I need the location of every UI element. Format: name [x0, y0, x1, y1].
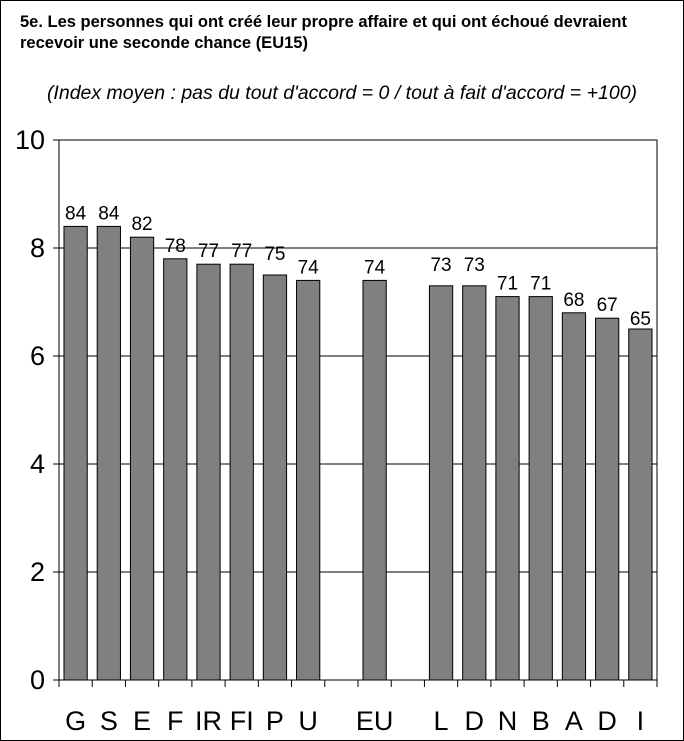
- bar: [561, 312, 587, 681]
- bar: [495, 296, 520, 681]
- x-tick-label: B: [532, 706, 550, 736]
- bar: [595, 317, 620, 681]
- bar: [528, 296, 553, 681]
- data-label: 84: [98, 203, 120, 224]
- bar: [462, 285, 487, 681]
- data-label: 71: [497, 274, 518, 295]
- x-tick-label: S: [100, 706, 118, 736]
- data-label: 73: [464, 255, 485, 276]
- chart-subtitle: (Index moyen : pas du tout d'accord = 0 …: [46, 82, 638, 104]
- y-tick-label: 2: [30, 557, 45, 587]
- bar: [628, 328, 653, 681]
- bar: [362, 279, 387, 681]
- data-label: 65: [630, 309, 651, 330]
- y-tick-label: 0: [30, 665, 45, 695]
- bar: [163, 258, 188, 681]
- x-tick-label: IR: [195, 706, 222, 736]
- x-tick-label: E: [133, 706, 151, 736]
- data-label: 75: [264, 244, 285, 265]
- x-tick-label: G: [65, 706, 86, 736]
- bar: [96, 225, 121, 681]
- x-tick-label: EU: [356, 706, 394, 736]
- bar: [428, 285, 454, 681]
- data-label: 77: [198, 241, 219, 262]
- data-label: 67: [597, 295, 618, 316]
- x-tick-label: A: [565, 706, 583, 736]
- bar: [229, 263, 254, 681]
- x-tick-label: D: [597, 706, 617, 736]
- y-tick-label: 8: [30, 233, 45, 263]
- data-label: 78: [165, 236, 186, 257]
- x-tick-label: F: [167, 706, 184, 736]
- y-tick-label: 4: [30, 449, 45, 479]
- data-label: 74: [364, 257, 386, 278]
- bar: [129, 236, 155, 681]
- bar: [262, 274, 288, 681]
- x-tick-label: I: [637, 706, 645, 736]
- data-label: 71: [530, 274, 551, 295]
- chart-title: 5e. Les personnes qui ont créé leur prop…: [20, 13, 627, 52]
- data-label: 74: [298, 257, 320, 278]
- x-tick-label: FI: [230, 706, 254, 736]
- x-tick-label: U: [298, 706, 318, 736]
- bar: [63, 225, 88, 681]
- data-label: 73: [430, 255, 451, 276]
- y-tick-label: 6: [30, 341, 45, 371]
- x-tick-label: P: [266, 706, 284, 736]
- bar: [196, 263, 221, 681]
- x-tick-label: N: [498, 706, 518, 736]
- x-tick-label: D: [465, 706, 485, 736]
- y-tick-label: 10: [15, 125, 45, 155]
- data-label: 77: [231, 241, 252, 262]
- data-label: 82: [131, 214, 152, 235]
- bar: [296, 279, 321, 681]
- data-label: 68: [563, 290, 584, 311]
- data-label: 84: [65, 203, 87, 224]
- x-tick-label: L: [434, 706, 449, 736]
